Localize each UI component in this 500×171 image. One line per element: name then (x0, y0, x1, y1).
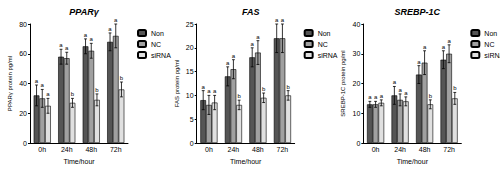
svg-text:a: a (256, 34, 260, 40)
svg-text:0: 0 (23, 140, 27, 147)
svg-text:24h: 24h (394, 146, 406, 153)
svg-text:0: 0 (356, 140, 360, 147)
svg-text:15: 15 (186, 68, 194, 75)
svg-text:10: 10 (353, 110, 361, 117)
svg-text:20: 20 (186, 44, 194, 51)
svg-text:0h: 0h (372, 146, 380, 153)
svg-text:Non: Non (318, 30, 331, 37)
svg-text:48h: 48h (419, 146, 431, 153)
svg-text:FAS: FAS (242, 7, 260, 17)
svg-text:a: a (207, 88, 211, 94)
svg-text:siRNA: siRNA (318, 52, 338, 59)
svg-text:a: a (417, 59, 421, 65)
svg-text:24h: 24h (228, 146, 240, 153)
svg-text:PPARγ: PPARγ (69, 7, 99, 17)
svg-text:SREBP-1C: SREBP-1C (395, 7, 441, 17)
svg-text:a: a (374, 94, 378, 100)
svg-text:a: a (90, 36, 94, 42)
svg-text:10: 10 (186, 92, 194, 99)
svg-text:a: a (251, 41, 255, 47)
svg-text:72h: 72h (277, 146, 289, 153)
svg-text:a: a (84, 32, 88, 38)
svg-text:b: b (71, 91, 75, 97)
svg-text:b: b (286, 84, 290, 90)
svg-text:a: a (65, 45, 69, 51)
svg-text:siRNA: siRNA (484, 52, 500, 59)
svg-text:b: b (429, 93, 433, 99)
svg-text:20: 20 (353, 80, 361, 87)
svg-text:a: a (281, 17, 285, 23)
svg-text:60: 60 (19, 50, 27, 57)
svg-text:a: a (398, 87, 402, 93)
svg-text:b: b (237, 93, 241, 99)
svg-text:NC: NC (484, 41, 494, 48)
svg-text:a: a (114, 17, 118, 23)
svg-text:0h: 0h (205, 146, 213, 153)
svg-text:a: a (41, 82, 45, 88)
svg-text:a: a (380, 93, 384, 99)
svg-text:a: a (108, 26, 112, 32)
svg-text:a: a (404, 90, 408, 96)
svg-text:72h: 72h (110, 146, 122, 153)
svg-text:Time/hour: Time/hour (397, 158, 429, 165)
svg-text:a: a (226, 60, 230, 66)
svg-text:b: b (262, 86, 266, 92)
svg-text:25: 25 (186, 21, 194, 28)
svg-text:30: 30 (353, 50, 361, 57)
svg-text:72h: 72h (443, 146, 455, 153)
svg-text:0: 0 (190, 140, 194, 147)
svg-text:a: a (213, 88, 217, 94)
svg-text:PPARγ protein pg/ml: PPARγ protein pg/ml (7, 56, 13, 111)
svg-text:80: 80 (19, 21, 27, 28)
svg-text:0h: 0h (38, 146, 46, 153)
svg-text:a: a (232, 53, 236, 59)
svg-text:a: a (447, 38, 451, 44)
svg-text:b: b (95, 87, 99, 93)
svg-text:5: 5 (190, 116, 194, 123)
svg-text:NC: NC (151, 41, 161, 48)
svg-text:FAS protein pg/ml: FAS protein pg/ml (174, 60, 180, 108)
svg-text:48h: 48h (252, 146, 264, 153)
svg-text:a: a (368, 94, 372, 100)
svg-text:a: a (46, 91, 50, 97)
svg-text:a: a (59, 42, 63, 48)
svg-text:Non: Non (151, 30, 164, 37)
svg-text:a: a (393, 79, 397, 85)
svg-text:a: a (423, 44, 427, 50)
svg-text:40: 40 (353, 21, 361, 28)
svg-text:a: a (35, 78, 39, 84)
svg-text:Time/hour: Time/hour (230, 158, 262, 165)
svg-text:48h: 48h (85, 146, 97, 153)
svg-text:a: a (202, 84, 206, 90)
svg-text:Time/hour: Time/hour (63, 158, 95, 165)
svg-text:b: b (453, 85, 457, 91)
svg-text:a: a (442, 44, 446, 50)
svg-text:SREBP-1C protein pg/ml: SREBP-1C protein pg/ml (340, 50, 346, 116)
svg-text:siRNA: siRNA (151, 52, 171, 59)
svg-text:24h: 24h (61, 146, 73, 153)
svg-text:20: 20 (19, 110, 27, 117)
svg-text:Non: Non (484, 30, 497, 37)
svg-text:a: a (275, 17, 279, 23)
svg-text:b: b (120, 75, 124, 81)
svg-text:NC: NC (318, 41, 328, 48)
svg-text:40: 40 (19, 80, 27, 87)
